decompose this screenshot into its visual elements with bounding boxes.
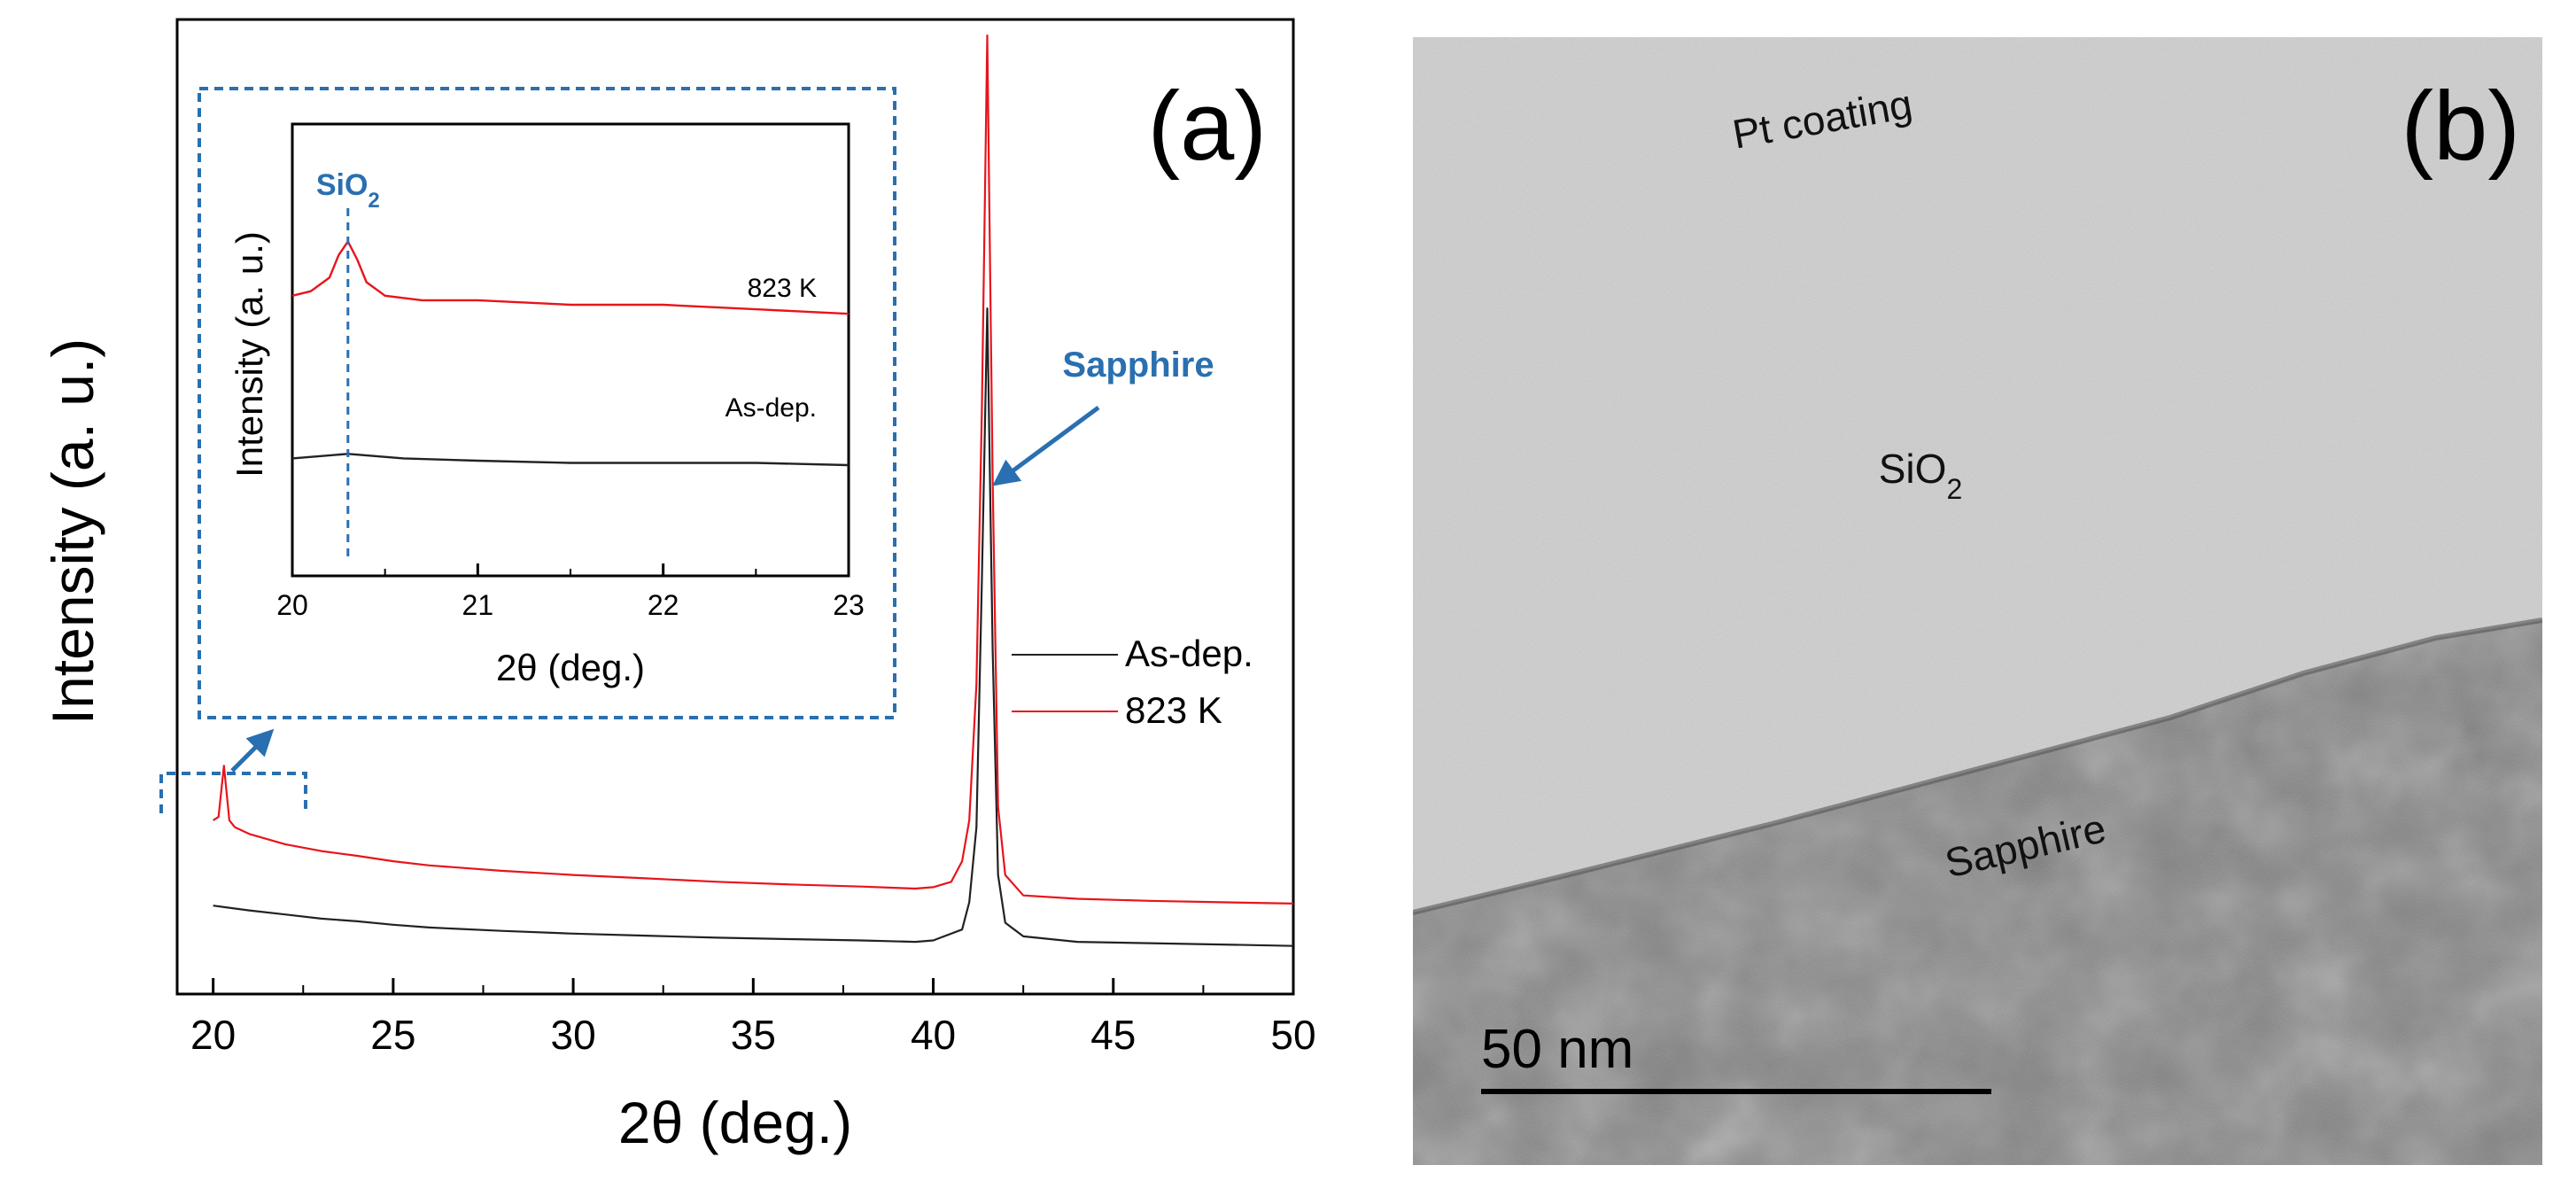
scale-bar: 50 nm <box>1481 1019 1991 1094</box>
inset-plot: 20 21 22 23 SiO2 823 K As-dep. 2θ (deg.) In… <box>229 122 865 688</box>
inset-dashed-box <box>198 87 896 719</box>
y-axis-label: Intensity (a. u.) <box>40 338 105 726</box>
x-tick-label-35: 35 <box>731 1012 776 1058</box>
inset-x-tick-label-21: 21 <box>462 589 494 621</box>
x-axis-ticks: 20 25 30 35 40 45 50 <box>190 978 1316 1058</box>
x-tick-label-25: 25 <box>370 1012 415 1058</box>
interface-line <box>1413 618 2542 915</box>
xrd-panel: 20 25 30 35 40 45 50 2θ (deg.) Intensity (a. u… <box>40 18 1316 1155</box>
sapphire-arrow <box>992 405 1100 486</box>
x-tick-label-45: 45 <box>1090 1012 1136 1058</box>
main-series-group <box>213 34 1294 947</box>
legend-label-as-dep: As-dep. <box>1125 633 1253 674</box>
zoom-bracket <box>159 772 307 813</box>
x-tick-label-40: 40 <box>911 1012 956 1058</box>
inset-x-tick-label-20: 20 <box>276 589 308 621</box>
scale-bar-label: 50 nm <box>1481 1019 1633 1080</box>
inset-series-line-823k <box>291 240 850 315</box>
legend-label-823k: 823 K <box>1125 689 1222 731</box>
x-axis-label: 2θ (deg.) <box>618 1090 852 1155</box>
inset-x-axis-label: 2θ (deg.) <box>496 647 645 688</box>
inset-x-tick-label-22: 22 <box>648 589 679 621</box>
inset-series-label-as-dep: As-dep. <box>725 393 817 423</box>
x-tick-label-20: 20 <box>190 1012 236 1058</box>
series-line-823k <box>213 34 1294 905</box>
inset-series-label-823k: 823 K <box>748 274 817 303</box>
series-line-asdep <box>213 307 1294 947</box>
plot-frame <box>175 18 1295 996</box>
tem-panel: Pt coating SiO2 Sapphire (b) 50 nm <box>1413 37 2542 1165</box>
sapphire-region <box>1413 620 2542 1165</box>
inset-series-line-asdep <box>291 453 850 467</box>
sapphire-annotation: Sapphire <box>1062 346 1214 385</box>
inset-x-tick-label-23: 23 <box>833 589 865 621</box>
inset-y-axis-label: Intensity (a. u.) <box>229 231 270 478</box>
x-tick-label-50: 50 <box>1270 1012 1315 1058</box>
panel-label-a: (a) <box>1148 72 1267 181</box>
x-tick-label-30: 30 <box>551 1012 596 1058</box>
sio2-reference-label: SiO2 <box>316 168 380 213</box>
legend: As-dep. 823 K <box>1012 633 1253 731</box>
panel-label-b: (b) <box>2401 72 2520 181</box>
inset-x-axis-ticks: 20 21 22 23 <box>276 563 865 621</box>
tem-label-sio2: SiO2 <box>1879 446 1962 505</box>
zoom-arrow <box>230 728 275 773</box>
inset-series-group <box>291 240 850 467</box>
